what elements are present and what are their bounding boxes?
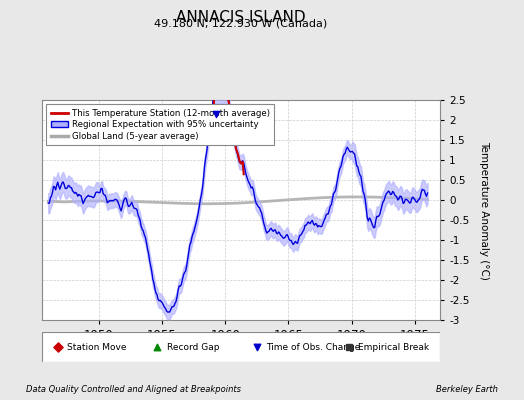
Point [253,344,261,350]
Legend: This Temperature Station (12-month average), Regional Expectation with 95% uncer: This Temperature Station (12-month avera… [46,104,275,145]
Text: Berkeley Earth: Berkeley Earth [436,385,498,394]
Text: 49.180 N, 122.930 W (Canada): 49.180 N, 122.930 W (Canada) [155,18,328,28]
Point [153,344,161,350]
Text: Record Gap: Record Gap [167,342,219,352]
Text: Station Move: Station Move [67,342,126,352]
Text: Time of Obs. Change: Time of Obs. Change [266,342,361,352]
Text: Data Quality Controlled and Aligned at Breakpoints: Data Quality Controlled and Aligned at B… [26,385,241,394]
Point [53,344,62,350]
Y-axis label: Temperature Anomaly (°C): Temperature Anomaly (°C) [479,140,489,280]
Text: Empirical Break: Empirical Break [358,342,429,352]
Text: ANNACIS ISLAND: ANNACIS ISLAND [176,10,306,25]
Point [344,344,353,350]
Point [212,111,221,117]
